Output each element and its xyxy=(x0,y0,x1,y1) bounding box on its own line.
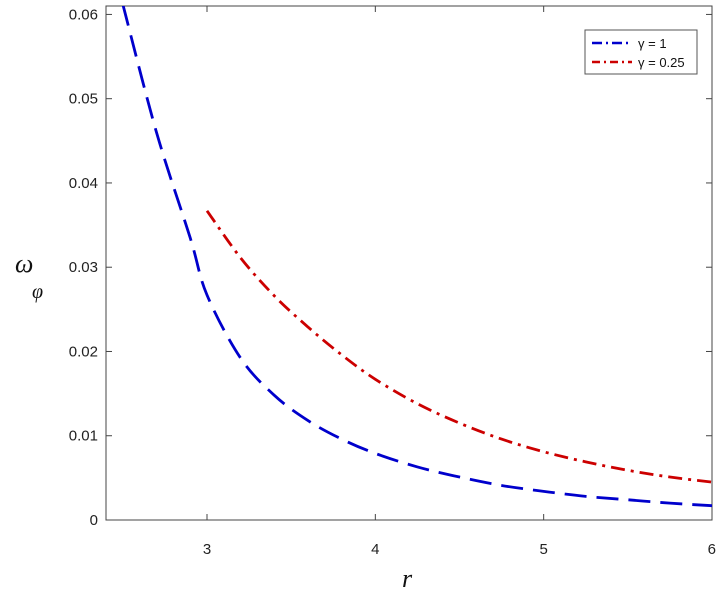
series-line-2 xyxy=(205,209,712,484)
legend: γ = 1 γ = 0.25 xyxy=(584,29,698,75)
y-tick-label: 0.06 xyxy=(69,6,98,23)
y-tick-label: 0.01 xyxy=(69,428,98,445)
y-tick-label: 0.03 xyxy=(69,259,98,276)
y-tick-label: 0.02 xyxy=(69,343,98,360)
x-tick-label: 3 xyxy=(203,541,211,558)
x-axis-label: r xyxy=(402,564,413,593)
y-axis-label: ω xyxy=(15,249,33,278)
legend-label-series-2: γ = 0.25 xyxy=(638,55,685,70)
series-layer xyxy=(121,6,712,508)
x-tick-label: 5 xyxy=(539,541,547,558)
series-line-1 xyxy=(121,6,712,508)
y-tick-label: 0.04 xyxy=(69,175,98,192)
x-tick-label: 4 xyxy=(371,541,379,558)
legend-box xyxy=(584,29,698,75)
x-tick-label: 6 xyxy=(708,541,716,558)
y-tick-label: 0.05 xyxy=(69,91,98,108)
y-tick-label: 0 xyxy=(90,512,98,529)
tick-layer: 3 4 5 6 0 0.01 0.02 0.03 0.04 0.05 0.06 xyxy=(69,6,716,558)
legend-label-series-1: γ = 1 xyxy=(638,36,667,51)
plot-frame xyxy=(105,5,713,521)
y-axis-label-subscript: φ xyxy=(32,281,43,303)
